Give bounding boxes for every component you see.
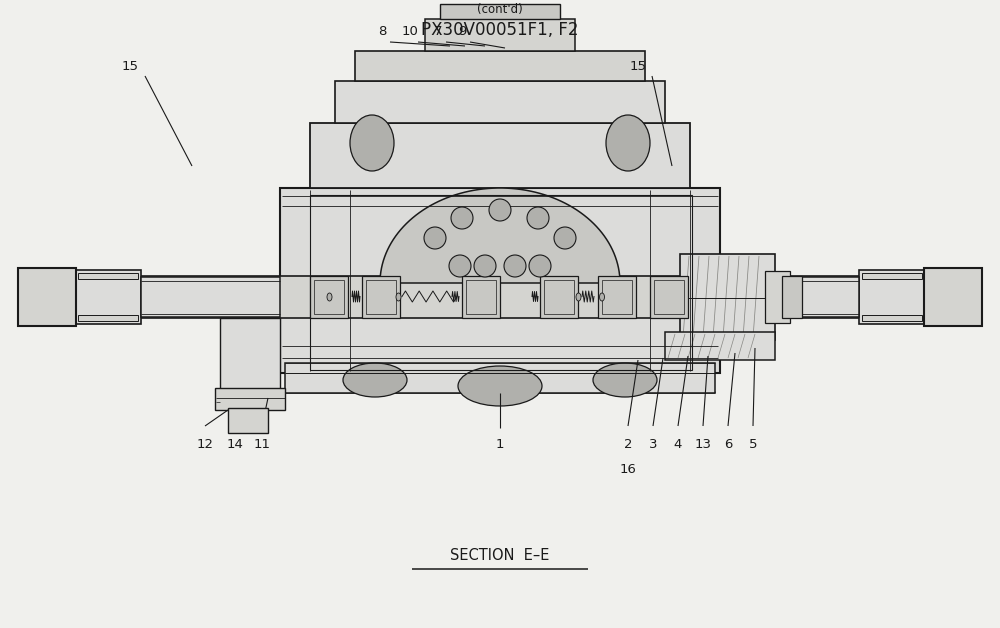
Ellipse shape	[527, 207, 549, 229]
Ellipse shape	[424, 227, 446, 249]
Ellipse shape	[489, 199, 511, 221]
Ellipse shape	[343, 363, 407, 397]
Bar	[544, 280, 574, 314]
Text: 6: 6	[724, 438, 732, 451]
Bar	[366, 280, 396, 314]
Bar	[862, 315, 922, 321]
Bar	[425, 19, 575, 51]
Bar	[466, 280, 496, 314]
Ellipse shape	[474, 255, 496, 277]
Bar	[440, 4, 560, 19]
Ellipse shape	[458, 366, 542, 406]
Text: 15: 15	[122, 60, 138, 72]
Text: 5: 5	[749, 438, 757, 451]
Text: 9: 9	[458, 25, 466, 38]
Bar	[650, 276, 688, 318]
Ellipse shape	[554, 227, 576, 249]
Bar	[602, 280, 632, 314]
Text: 16: 16	[620, 463, 636, 476]
Bar	[859, 270, 924, 324]
Bar	[228, 408, 268, 433]
Bar	[141, 277, 280, 317]
Ellipse shape	[327, 293, 332, 301]
Bar	[765, 271, 790, 323]
Text: 4: 4	[674, 438, 682, 451]
Text: PX30V00051F1, F2: PX30V00051F1, F2	[421, 21, 579, 39]
Bar	[540, 276, 578, 318]
Bar	[55, 276, 945, 318]
Ellipse shape	[606, 115, 650, 171]
Bar	[862, 273, 922, 279]
Polygon shape	[380, 188, 620, 283]
Text: 11: 11	[254, 438, 270, 451]
Ellipse shape	[451, 207, 473, 229]
Bar	[310, 195, 692, 370]
Bar	[220, 318, 280, 398]
Bar	[76, 270, 141, 324]
Polygon shape	[285, 371, 715, 393]
Text: 2: 2	[624, 438, 632, 451]
Bar	[215, 388, 285, 410]
Text: 3: 3	[649, 438, 657, 451]
Bar	[355, 51, 645, 81]
Text: 12: 12	[196, 438, 213, 451]
Text: SECTION  E–E: SECTION E–E	[450, 548, 550, 563]
Ellipse shape	[449, 255, 471, 277]
Bar	[18, 268, 76, 326]
Text: (cont'd): (cont'd)	[477, 4, 523, 16]
Bar	[78, 273, 138, 279]
Bar	[78, 315, 138, 321]
Bar	[782, 276, 802, 318]
Bar	[310, 276, 348, 318]
Bar	[598, 276, 636, 318]
Text: 8: 8	[378, 25, 386, 38]
Bar	[462, 276, 500, 318]
Bar	[720, 277, 859, 317]
Bar	[335, 81, 665, 123]
Bar	[665, 332, 775, 360]
Ellipse shape	[396, 293, 401, 301]
Text: 15: 15	[630, 60, 646, 72]
Ellipse shape	[600, 293, 604, 301]
Bar	[310, 123, 690, 188]
Text: 14: 14	[227, 438, 243, 451]
Bar	[924, 268, 982, 326]
Text: 10: 10	[402, 25, 418, 38]
Bar	[362, 276, 400, 318]
Text: 7: 7	[434, 25, 442, 38]
Bar	[314, 280, 344, 314]
Bar	[285, 363, 715, 393]
Ellipse shape	[593, 363, 657, 397]
Ellipse shape	[529, 255, 551, 277]
Bar	[654, 280, 684, 314]
Bar	[680, 254, 775, 340]
Ellipse shape	[504, 255, 526, 277]
Text: 13: 13	[694, 438, 712, 451]
Text: 1: 1	[496, 438, 504, 451]
Bar	[280, 188, 720, 373]
Ellipse shape	[576, 293, 581, 301]
Ellipse shape	[350, 115, 394, 171]
